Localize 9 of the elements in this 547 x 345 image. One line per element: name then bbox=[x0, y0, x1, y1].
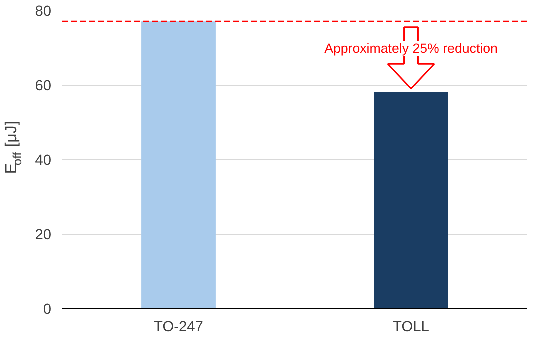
annotation: Approximately 25% reduction bbox=[324, 41, 498, 56]
x-tick-label: TO-247 bbox=[154, 320, 204, 336]
y-tick-label: 20 bbox=[35, 228, 52, 244]
y-axis-title: Eoff [μJ] bbox=[4, 121, 24, 174]
y-tick-label: 80 bbox=[35, 4, 52, 20]
y-tick-label: 60 bbox=[35, 78, 52, 94]
y-tick-label: 0 bbox=[43, 302, 52, 318]
x-tick-label: TOLL bbox=[393, 320, 430, 336]
y-tick-label: 40 bbox=[35, 153, 52, 169]
